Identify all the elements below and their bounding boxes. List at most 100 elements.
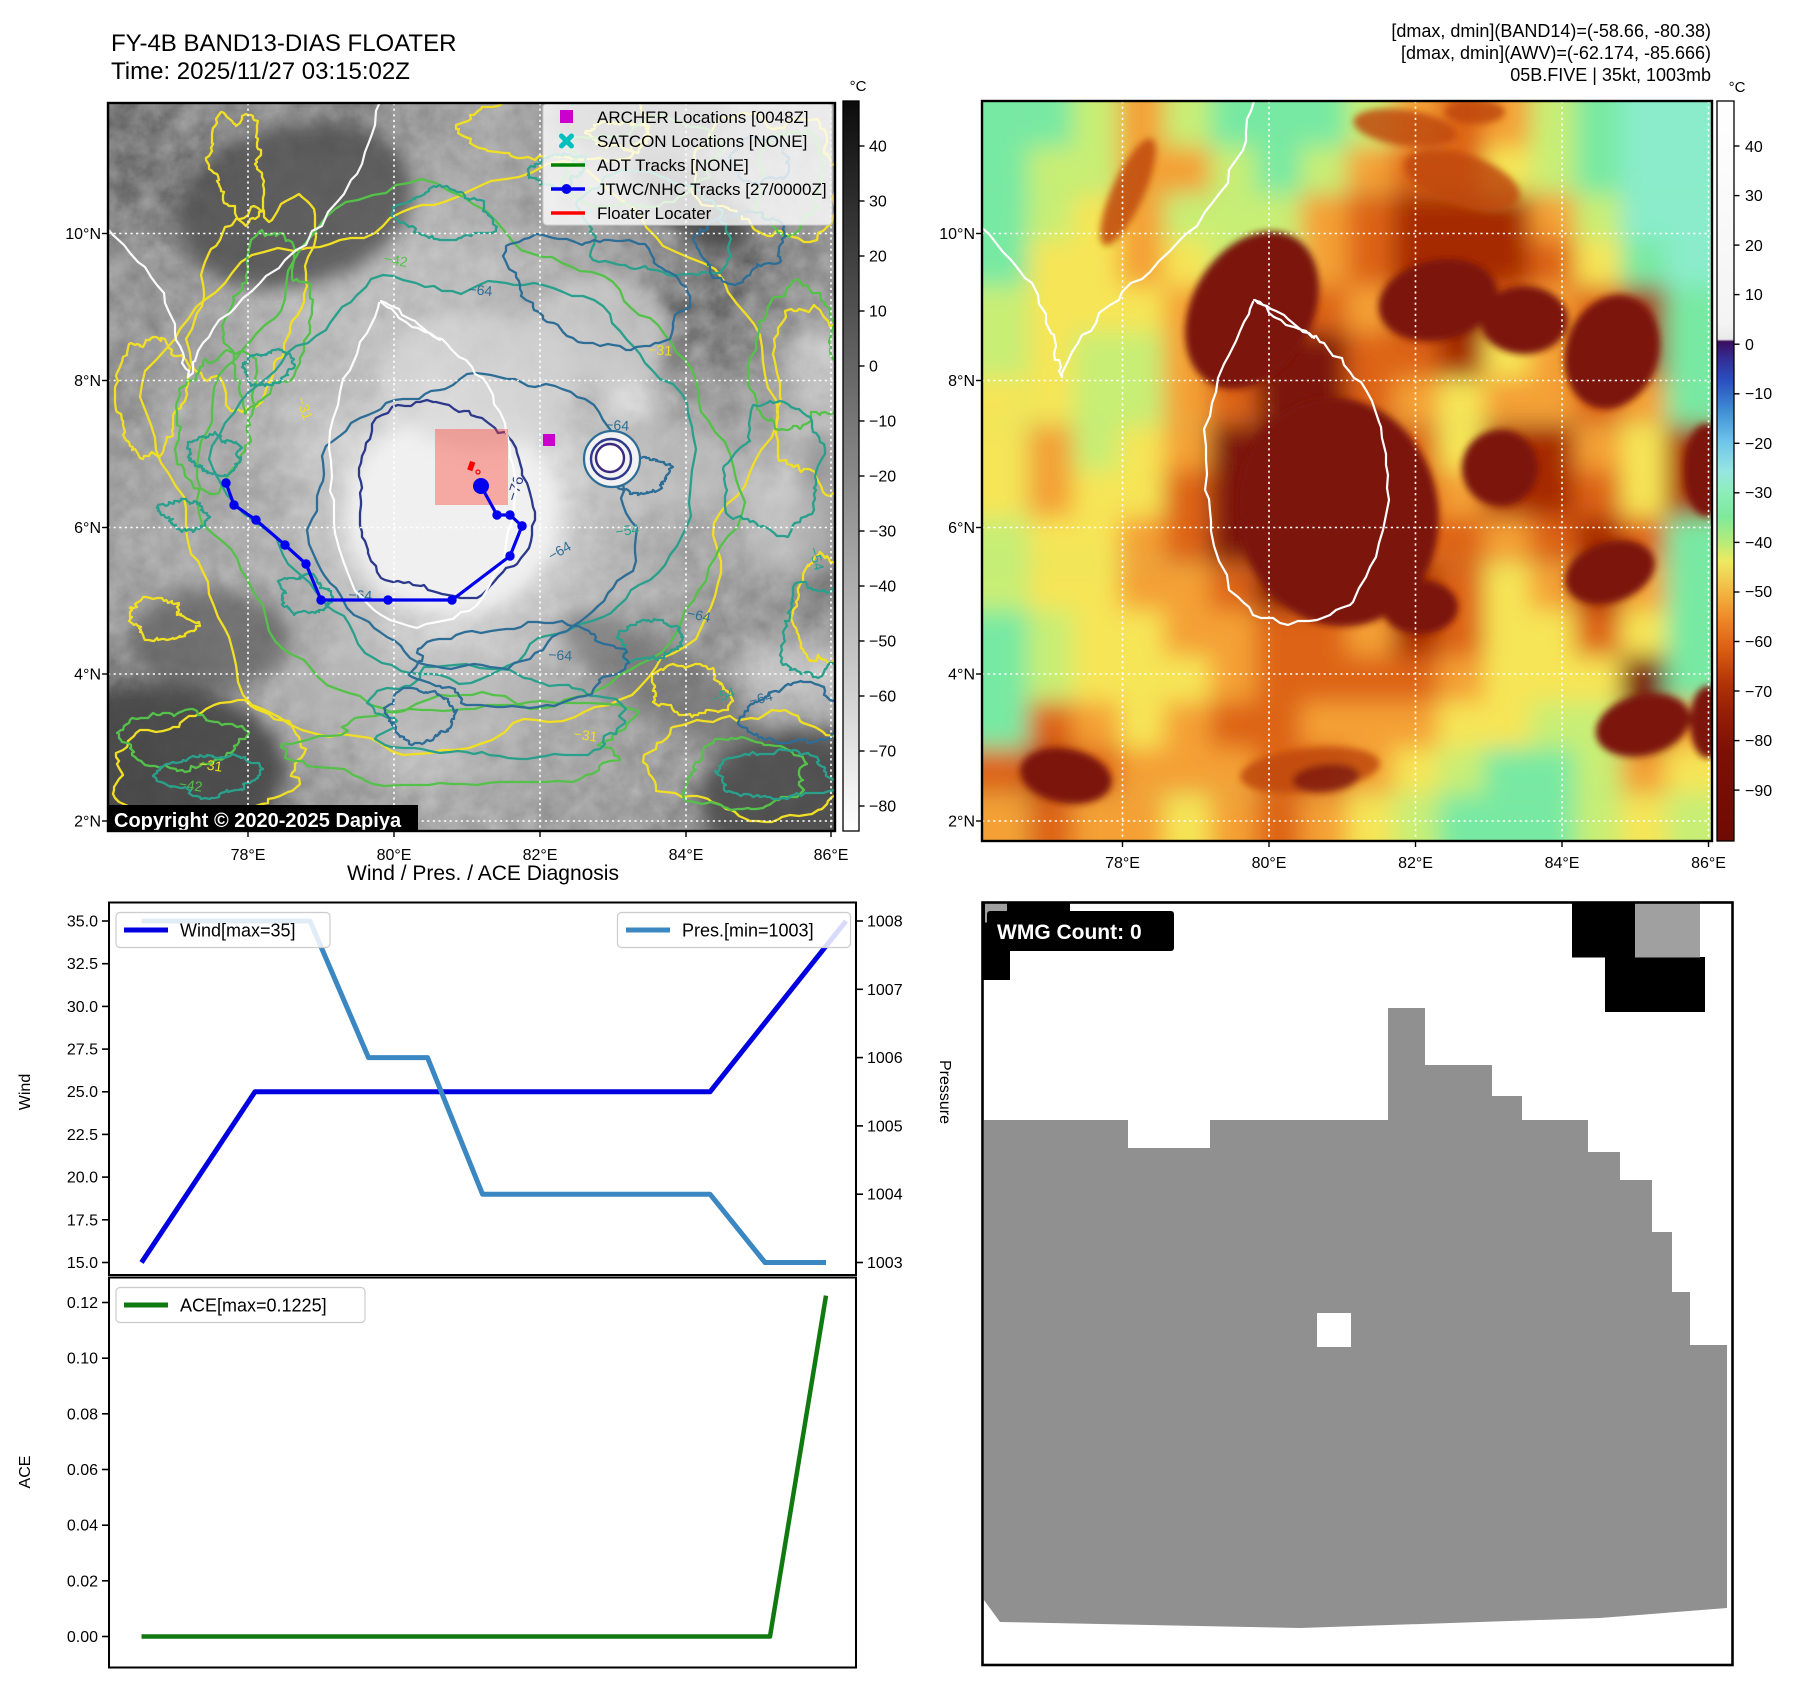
svg-text:0: 0: [869, 359, 878, 376]
svg-text:−31: −31: [198, 755, 224, 774]
svg-text:1007: 1007: [867, 982, 903, 999]
svg-text:−10: −10: [1745, 386, 1772, 403]
svg-text:−54: −54: [806, 545, 828, 572]
svg-text:−31: −31: [648, 341, 673, 358]
svg-text:84°E: 84°E: [669, 847, 704, 864]
svg-text:−64: −64: [747, 687, 774, 709]
svg-text:−80: −80: [1745, 733, 1772, 750]
svg-text:−60: −60: [869, 689, 896, 706]
svg-text:−42: −42: [178, 775, 204, 794]
svg-text:1004: 1004: [867, 1187, 903, 1204]
svg-text:JTWC/NHC Tracks [27/0000Z]: JTWC/NHC Tracks [27/0000Z]: [597, 180, 827, 199]
svg-text:82°E: 82°E: [1398, 855, 1433, 872]
svg-text:10°N: 10°N: [939, 226, 975, 243]
svg-text:−64: −64: [548, 646, 573, 663]
svg-text:Wind / Pres. / ACE Diagnosis: Wind / Pres. / ACE Diagnosis: [347, 862, 619, 885]
svg-text:80°E: 80°E: [1252, 855, 1287, 872]
svg-text:−64: −64: [686, 605, 713, 626]
svg-text:1003: 1003: [867, 1255, 903, 1272]
svg-text:86°E: 86°E: [814, 847, 849, 864]
svg-text:10: 10: [869, 304, 887, 321]
svg-text:0.06: 0.06: [67, 1462, 98, 1479]
svg-text:0.10: 0.10: [67, 1351, 98, 1368]
svg-text:Copyright © 2020-2025 Dapiya: Copyright © 2020-2025 Dapiya: [114, 810, 402, 832]
svg-text:32.5: 32.5: [67, 956, 98, 973]
svg-text:0.12: 0.12: [67, 1295, 98, 1312]
svg-text:−54: −54: [709, 684, 737, 707]
svg-text:15.0: 15.0: [67, 1255, 98, 1272]
svg-text:−42: −42: [383, 250, 409, 270]
svg-text:0.00: 0.00: [67, 1629, 98, 1646]
svg-text:ACE: ACE: [17, 1456, 34, 1489]
svg-text:1005: 1005: [867, 1118, 903, 1135]
svg-text:40: 40: [1745, 139, 1763, 156]
svg-text:−40: −40: [1745, 535, 1772, 552]
svg-text:ARCHER Locations [0048Z]: ARCHER Locations [0048Z]: [597, 108, 809, 127]
svg-text:−31: −31: [293, 394, 316, 422]
svg-text:20: 20: [869, 249, 887, 266]
svg-text:−70: −70: [1745, 684, 1772, 701]
svg-text:−50: −50: [1745, 584, 1772, 601]
svg-text:[dmax, dmin](AWV)=(-62.174, -8: [dmax, dmin](AWV)=(-62.174, -85.666): [1401, 43, 1711, 63]
svg-text:ADT Tracks [NONE]: ADT Tracks [NONE]: [597, 156, 749, 175]
svg-text:30: 30: [1745, 188, 1763, 205]
svg-text:1008: 1008: [867, 914, 903, 931]
svg-text:35.0: 35.0: [67, 914, 98, 931]
svg-text:8°N: 8°N: [948, 373, 975, 390]
svg-text:−54: −54: [614, 520, 640, 539]
svg-text:FY-4B BAND13-DIAS FLOATER: FY-4B BAND13-DIAS FLOATER: [111, 30, 456, 57]
svg-text:−30: −30: [1745, 485, 1772, 502]
svg-text:Wind: Wind: [17, 1074, 34, 1110]
svg-text:4°N: 4°N: [74, 667, 101, 684]
svg-text:Floater Locater: Floater Locater: [597, 204, 712, 223]
svg-text:20.0: 20.0: [67, 1170, 98, 1187]
svg-text:20: 20: [1745, 238, 1763, 255]
svg-text:−64: −64: [468, 281, 493, 299]
svg-text:1006: 1006: [867, 1050, 903, 1067]
svg-text:−30: −30: [869, 524, 896, 541]
svg-text:Pres.[min=1003]: Pres.[min=1003]: [682, 921, 814, 941]
svg-text:22.5: 22.5: [67, 1127, 98, 1144]
svg-text:78°E: 78°E: [231, 847, 266, 864]
svg-text:−70: −70: [869, 744, 896, 761]
svg-text:82°E: 82°E: [523, 847, 558, 864]
svg-text:−10: −10: [869, 414, 896, 431]
svg-text:6°N: 6°N: [948, 520, 975, 537]
svg-text:[dmax, dmin](BAND14)=(-58.66,: [dmax, dmin](BAND14)=(-58.66, -80.38): [1391, 21, 1711, 41]
svg-text:−80: −80: [869, 799, 896, 816]
svg-text:17.5: 17.5: [67, 1212, 98, 1229]
svg-text:0.08: 0.08: [67, 1406, 98, 1423]
svg-text:−64: −64: [605, 416, 630, 433]
svg-text:0.04: 0.04: [67, 1518, 98, 1535]
svg-text:30.0: 30.0: [67, 999, 98, 1016]
svg-text:27.5: 27.5: [67, 1042, 98, 1059]
svg-text:−20: −20: [1745, 436, 1772, 453]
svg-text:40: 40: [869, 139, 887, 156]
svg-text:84°E: 84°E: [1545, 855, 1580, 872]
svg-text:0: 0: [1745, 337, 1754, 354]
svg-text:ACE[max=0.1225]: ACE[max=0.1225]: [180, 1296, 327, 1316]
svg-text:10: 10: [1745, 287, 1763, 304]
svg-text:6°N: 6°N: [74, 520, 101, 537]
svg-text:−40: −40: [869, 579, 896, 596]
svg-text:−50: −50: [869, 634, 896, 651]
svg-text:−20: −20: [869, 469, 896, 486]
svg-text:°C: °C: [850, 78, 867, 95]
svg-text:Pressure: Pressure: [936, 1060, 953, 1124]
svg-text:−90: −90: [1745, 783, 1772, 800]
svg-text:−60: −60: [1745, 634, 1772, 651]
svg-text:2°N: 2°N: [74, 814, 101, 831]
svg-text:0.02: 0.02: [67, 1573, 98, 1590]
svg-text:8°N: 8°N: [74, 373, 101, 390]
svg-text:−31: −31: [573, 725, 599, 744]
svg-text:2°N: 2°N: [948, 814, 975, 831]
svg-text:05B.FIVE | 35kt, 1003mb: 05B.FIVE | 35kt, 1003mb: [1510, 65, 1711, 85]
svg-text:Wind[max=35]: Wind[max=35]: [180, 921, 296, 941]
svg-text:86°E: 86°E: [1691, 855, 1726, 872]
svg-text:WMG Count: 0: WMG Count: 0: [997, 921, 1142, 944]
svg-text:30: 30: [869, 194, 887, 211]
svg-text:25.0: 25.0: [67, 1084, 98, 1101]
svg-text:SATCON Locations [NONE]: SATCON Locations [NONE]: [597, 132, 807, 151]
svg-text:80°E: 80°E: [377, 847, 412, 864]
svg-text:°C: °C: [1729, 79, 1746, 96]
